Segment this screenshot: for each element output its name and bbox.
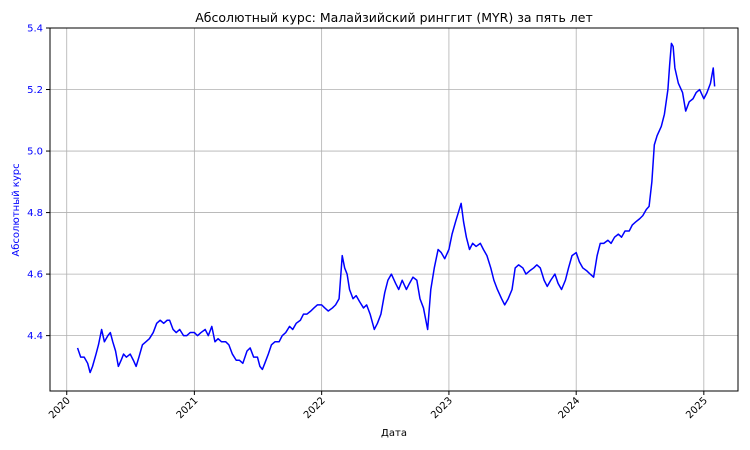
x-axis-label: Дата: [381, 428, 407, 439]
x-tick-label: 2020: [47, 395, 73, 421]
plot-frame: [49, 27, 739, 392]
grid-lines: [50, 27, 738, 391]
x-axis-ticks: 2020 2021 2022 2023 2024 2025: [47, 391, 710, 421]
x-tick-label: 2021: [175, 395, 201, 421]
y-tick-label: 5.2: [27, 85, 43, 96]
x-tick-label: 2025: [684, 395, 710, 421]
y-tick-label: 4.4: [27, 331, 43, 342]
x-tick-label: 2024: [557, 395, 583, 421]
y-axis-ticks: 4.4 4.6 4.8 5.0 5.2 5.4: [27, 24, 50, 342]
series-line: [76, 42, 716, 374]
chart-title: Абсолютный курс: Малайзийский ринггит (M…: [195, 10, 593, 25]
y-tick-label: 5.0: [27, 147, 43, 158]
y-axis-label: Абсолютный курс: [11, 163, 22, 256]
y-tick-label: 4.8: [27, 208, 43, 219]
x-tick-label: 2023: [429, 395, 455, 421]
y-tick-label: 4.6: [27, 270, 43, 281]
x-tick-label: 2022: [302, 395, 328, 421]
y-tick-label: 5.4: [27, 24, 43, 35]
